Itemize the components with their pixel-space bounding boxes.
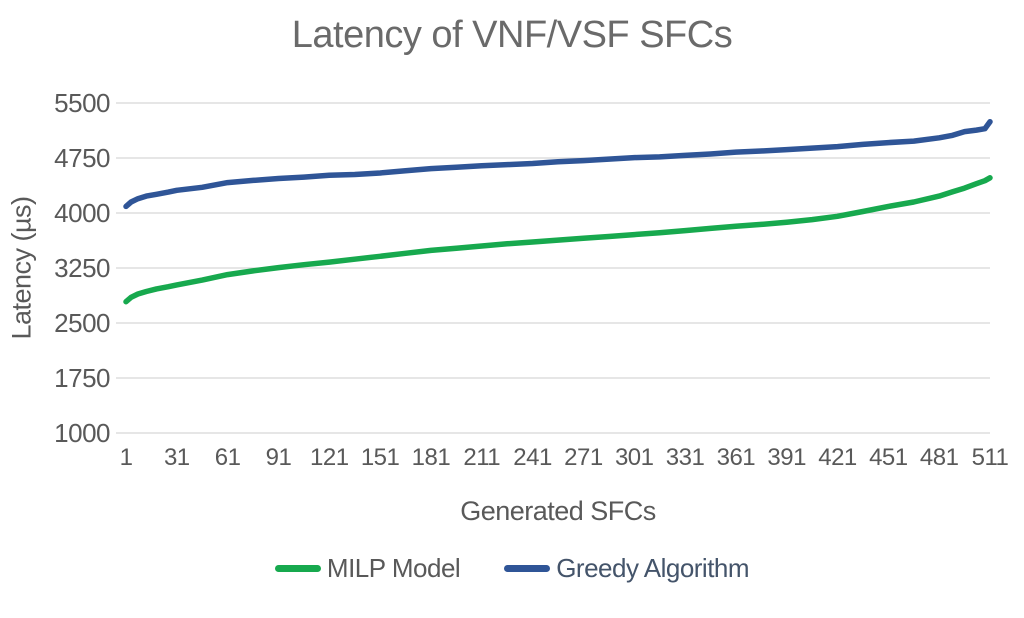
x-tick-label-121: 121 xyxy=(310,444,349,471)
x-tick-label-211: 211 xyxy=(463,444,501,471)
y-tick-label-4000: 4000 xyxy=(54,198,110,228)
series-line-greedy-algorithm xyxy=(123,118,993,210)
y-tick-label-1000: 1000 xyxy=(54,418,110,448)
x-tick-label-61: 61 xyxy=(214,444,241,471)
y-tick-label-4750: 4750 xyxy=(54,143,110,173)
x-tick-label-151: 151 xyxy=(360,444,400,471)
x-tick-label-271: 271 xyxy=(564,444,603,471)
x-tick-label-511: 511 xyxy=(971,444,1009,471)
legend: MILP Model Greedy Algorithm xyxy=(0,553,1024,584)
x-tick-label-331: 331 xyxy=(665,444,705,471)
x-tick-label-451: 451 xyxy=(869,444,908,471)
legend-item-milp-model: MILP Model xyxy=(274,553,461,584)
chart-title: Latency of VNF/VSF SFCs xyxy=(291,14,733,56)
y-tick-label-3250: 3250 xyxy=(54,253,110,283)
x-tick-label-361: 361 xyxy=(716,444,756,471)
y-tick-label-2500: 2500 xyxy=(54,308,110,338)
greedy-algorithm-legend-label: Greedy Algorithm xyxy=(556,553,750,583)
series-line-milp-model xyxy=(123,175,993,305)
milp-model-legend-label: MILP Model xyxy=(326,553,461,583)
x-tick-label-241: 241 xyxy=(513,444,552,471)
y-tick-label-5500: 5500 xyxy=(54,88,110,118)
x-tick-label-481: 481 xyxy=(919,444,959,471)
x-tick-label-301: 301 xyxy=(614,444,654,471)
x-tick-label-421: 421 xyxy=(818,444,857,471)
x-tick-label-181: 181 xyxy=(411,444,451,471)
greedy-algorithm-line-swatch xyxy=(504,565,551,572)
y-tick-label-1750: 1750 xyxy=(54,363,110,393)
x-tick-label-31: 31 xyxy=(163,444,190,471)
x-tick-label-91: 91 xyxy=(265,444,292,471)
x-tick-label-1: 1 xyxy=(119,444,133,471)
x-tick-label-391: 391 xyxy=(767,444,806,471)
x-axis-title: Generated SFCs xyxy=(460,496,656,526)
legend-item-greedy-algorithm: Greedy Algorithm xyxy=(504,553,750,584)
milp-model-line-swatch xyxy=(274,565,321,572)
